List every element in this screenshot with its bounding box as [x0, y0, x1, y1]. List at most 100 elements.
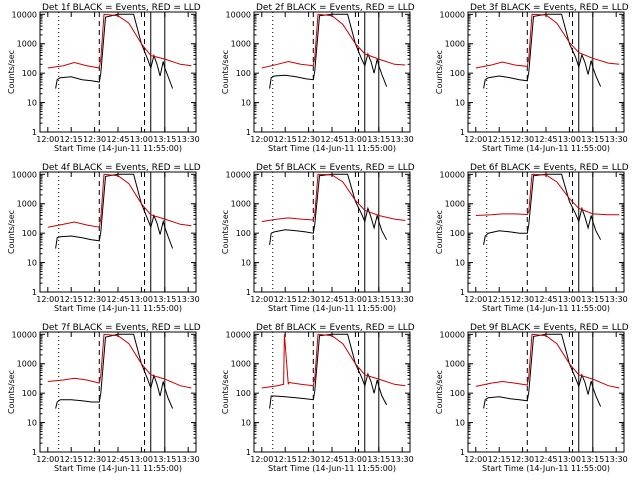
- x-tick-label: 13:15: [367, 135, 390, 144]
- x-tick-label: 12:00: [464, 295, 487, 304]
- y-axis-label: Counts/sec: [435, 50, 444, 94]
- series-line-red: [261, 13, 406, 69]
- x-tick-label: 13:30: [391, 455, 414, 464]
- panel-6: Det 6f BLACK = Events, RED = LLD 1 10 100 10…: [435, 163, 629, 313]
- series-line-black: [55, 173, 174, 249]
- y-tick-label: 1: [32, 448, 37, 457]
- x-axis-label: Start Time (14-Jun-11 11:55:00): [482, 144, 610, 153]
- panel-title: Det 2f BLACK = Events, RED = LLD: [256, 3, 415, 13]
- x-tick-label: 12:45: [320, 135, 343, 144]
- series-line-black: [483, 173, 602, 245]
- y-tick-label: 10: [455, 259, 465, 268]
- panel-3: Det 3f BLACK = Events, RED = LLD 1 10 100 10…: [435, 3, 629, 153]
- y-tick-label: 10000: [226, 170, 251, 179]
- series-line-red: [475, 333, 620, 389]
- x-tick-label: 13:30: [177, 455, 200, 464]
- x-tick-label: 13:15: [581, 455, 604, 464]
- x-tick-label: 12:45: [534, 455, 557, 464]
- x-tick-label: 13:00: [344, 295, 367, 304]
- x-tick-label: 12:30: [511, 295, 534, 304]
- y-tick-label: 100: [22, 69, 37, 78]
- x-tick-label: 13:30: [605, 295, 628, 304]
- y-tick-label: 1: [460, 288, 465, 297]
- x-tick-label: 12:15: [488, 455, 511, 464]
- x-tick-label: 12:00: [36, 295, 59, 304]
- series-line-black: [55, 333, 174, 409]
- y-tick-label: 1: [32, 128, 37, 137]
- panel-title: Det 5f BLACK = Events, RED = LLD: [256, 163, 415, 173]
- x-tick-label: 12:15: [60, 295, 83, 304]
- x-tick-label: 12:15: [274, 135, 297, 144]
- y-tick-label: 10: [27, 259, 37, 268]
- y-axis-label: Counts/sec: [435, 370, 444, 414]
- x-tick-label: 12:45: [106, 135, 129, 144]
- panel-title: Det 8f BLACK = Events, RED = LLD: [256, 323, 415, 333]
- y-axis-label: Counts/sec: [7, 210, 16, 254]
- y-tick-label: 1: [246, 128, 251, 137]
- plot-frame: [467, 331, 625, 453]
- panel-title: Det 3f BLACK = Events, RED = LLD: [470, 3, 629, 13]
- x-tick-label: 12:15: [60, 135, 83, 144]
- series-line-red: [475, 173, 620, 216]
- x-tick-label: 12:45: [534, 135, 557, 144]
- y-tick-label: 1: [32, 288, 37, 297]
- x-axis-label: Start Time (14-Jun-11 11:55:00): [54, 304, 182, 313]
- series-line-red: [47, 13, 192, 69]
- x-tick-label: 12:15: [274, 295, 297, 304]
- x-tick-label: 12:00: [36, 455, 59, 464]
- x-tick-label: 13:15: [153, 455, 176, 464]
- x-tick-label: 12:00: [250, 455, 273, 464]
- panel-title: Det 1f BLACK = Events, RED = LLD: [42, 3, 201, 13]
- x-tick-label: 13:00: [558, 295, 581, 304]
- series-line-red: [475, 13, 620, 69]
- x-tick-label: 12:30: [83, 295, 106, 304]
- panel-1: Det 1f BLACK = Events, RED = LLD 1 10 100 10…: [7, 3, 201, 153]
- x-tick-label: 13:30: [391, 295, 414, 304]
- panel-title: Det 7f BLACK = Events, RED = LLD: [42, 323, 201, 333]
- x-tick-label: 12:30: [511, 135, 534, 144]
- x-tick-label: 12:00: [250, 135, 273, 144]
- x-tick-label: 12:45: [106, 295, 129, 304]
- y-tick-label: 1000: [231, 200, 251, 209]
- x-axis-label: Start Time (14-Jun-11 11:55:00): [482, 464, 610, 473]
- x-axis-label: Start Time (14-Jun-11 11:55:00): [54, 144, 182, 153]
- series-line-black: [483, 13, 602, 89]
- series-line-red: [47, 173, 192, 228]
- x-tick-label: 12:00: [464, 455, 487, 464]
- x-tick-label: 13:30: [391, 135, 414, 144]
- y-tick-label: 10000: [12, 330, 37, 339]
- x-tick-label: 12:30: [511, 455, 534, 464]
- y-tick-label: 100: [450, 69, 465, 78]
- y-tick-label: 1000: [445, 360, 465, 369]
- x-tick-label: 13:30: [605, 455, 628, 464]
- x-tick-label: 12:00: [250, 295, 273, 304]
- x-axis-label: Start Time (14-Jun-11 11:55:00): [268, 304, 396, 313]
- y-tick-label: 100: [236, 69, 251, 78]
- y-tick-label: 100: [236, 229, 251, 238]
- panel-title: Det 4f BLACK = Events, RED = LLD: [42, 163, 201, 173]
- y-axis-label: Counts/sec: [435, 210, 444, 254]
- panel-4: Det 4f BLACK = Events, RED = LLD 1 10 100 10…: [7, 163, 201, 313]
- y-tick-label: 1: [460, 448, 465, 457]
- series-line-black: [269, 173, 388, 245]
- y-tick-label: 10: [27, 99, 37, 108]
- y-tick-label: 10: [27, 419, 37, 428]
- x-tick-label: 12:00: [36, 135, 59, 144]
- series-line-red: [261, 173, 406, 222]
- y-tick-label: 100: [22, 229, 37, 238]
- x-tick-label: 12:45: [320, 295, 343, 304]
- y-tick-label: 1000: [17, 360, 37, 369]
- x-tick-label: 13:15: [581, 135, 604, 144]
- y-tick-label: 100: [22, 389, 37, 398]
- plot-frame: [253, 331, 411, 453]
- y-tick-label: 1000: [231, 360, 251, 369]
- x-axis-label: Start Time (14-Jun-11 11:55:00): [54, 464, 182, 473]
- x-tick-label: 12:15: [60, 455, 83, 464]
- x-tick-label: 13:15: [153, 135, 176, 144]
- x-tick-label: 12:30: [297, 295, 320, 304]
- y-tick-label: 10: [455, 99, 465, 108]
- y-tick-label: 1000: [17, 40, 37, 49]
- x-tick-label: 12:00: [464, 135, 487, 144]
- x-tick-label: 12:45: [106, 455, 129, 464]
